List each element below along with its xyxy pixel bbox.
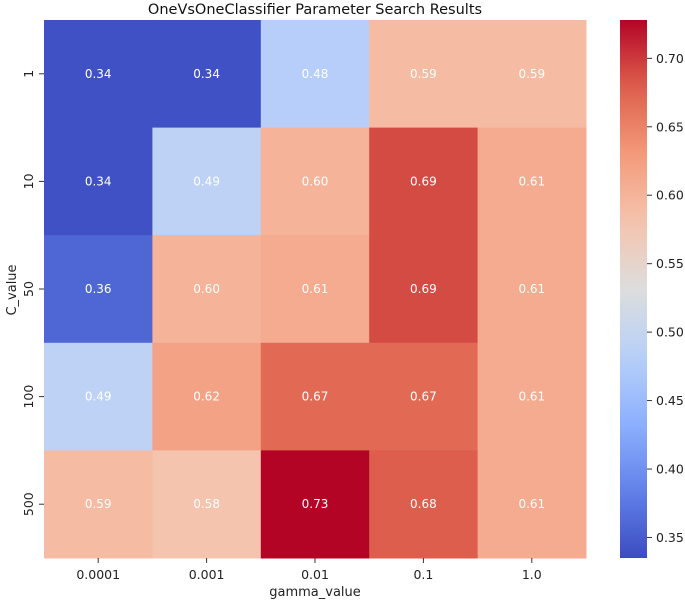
- x-tick-label-1: 0.001: [189, 567, 225, 582]
- heatmap-value-label-r1-c0: 0.34: [85, 174, 112, 188]
- heatmap-cell-labels: 0.34 0.34 0.48 0.59 0.59 0.34 0.49 0.60 0.69 0.61…: [85, 67, 545, 511]
- y-tick-label-4: 500: [21, 492, 36, 516]
- heatmap-value-label-r3-c0: 0.49: [85, 390, 112, 404]
- heatmap-value-label-r1-c2: 0.60: [302, 174, 329, 188]
- colorbar: [620, 20, 647, 558]
- x-axis-ticks: 0.0001 0.001 0.01 0.1 1.0: [76, 558, 542, 582]
- heatmap-cell-r0-c2: [260, 20, 370, 129]
- heatmap-cell-r3-c0: [44, 342, 153, 451]
- heatmap-value-label-r3-c1: 0.62: [193, 390, 220, 404]
- colorbar-tick-label-7: 0.70: [656, 51, 684, 66]
- heatmap-cell-r1-c4: [477, 127, 587, 236]
- heatmap-value-label-r4-c1: 0.58: [193, 497, 220, 511]
- heatmap-value-label-r0-c4: 0.59: [518, 67, 545, 81]
- x-tick-label-2: 0.01: [301, 567, 329, 582]
- heatmap-cell-r3-c3: [369, 342, 479, 451]
- x-tick-label-4: 1.0: [522, 567, 542, 582]
- y-axis-label: C_value: [5, 264, 20, 315]
- heatmap-value-label-r3-c4: 0.61: [518, 390, 545, 404]
- heatmap-cell-r0-c0: [44, 20, 153, 129]
- heatmap-cell-r2-c0: [44, 235, 153, 344]
- heatmap-cell-r0-c3: [369, 20, 479, 129]
- heatmap-cell-r0-c4: [477, 20, 587, 129]
- heatmap-value-label-r0-c0: 0.34: [85, 67, 112, 81]
- colorbar-tick-label-2: 0.45: [656, 393, 684, 408]
- x-axis-label: gamma_value: [269, 585, 361, 600]
- heatmap-value-label-r2-c0: 0.36: [85, 282, 112, 296]
- heatmap-value-label-r0-c2: 0.48: [302, 67, 329, 81]
- colorbar-tick-label-0: 0.35: [656, 530, 684, 545]
- heatmap-cell-r4-c3: [369, 450, 479, 559]
- y-tick-label-0: 1: [21, 70, 36, 78]
- heatmap-value-label-r1-c4: 0.61: [518, 174, 545, 188]
- heatmap-value-label-r0-c3: 0.59: [410, 67, 437, 81]
- colorbar-tick-label-6: 0.65: [656, 119, 684, 134]
- heatmap-cell-r4-c4: [477, 450, 587, 559]
- heatmap-cells: [44, 20, 587, 559]
- heatmap-value-label-r3-c3: 0.67: [410, 390, 437, 404]
- heatmap-cell-r4-c1: [152, 450, 262, 559]
- heatmap-value-label-r1-c3: 0.69: [410, 174, 437, 188]
- heatmap-cell-r2-c3: [369, 235, 479, 344]
- y-axis-ticks: 1 10 50 100 500: [21, 70, 44, 516]
- colorbar-tick-label-1: 0.40: [656, 462, 684, 477]
- colorbar-ticks: 0.35 0.40 0.45 0.50 0.55 0.60 0.65 0.70: [647, 51, 684, 545]
- heatmap-cell-r2-c4: [477, 235, 587, 344]
- heatmap-value-label-r4-c0: 0.59: [85, 497, 112, 511]
- colorbar-tick-label-4: 0.55: [656, 256, 684, 271]
- heatmap-cell-r2-c1: [152, 235, 262, 344]
- y-tick-label-3: 100: [21, 385, 36, 409]
- heatmap-value-label-r1-c1: 0.49: [193, 174, 220, 188]
- heatmap-value-label-r0-c1: 0.34: [193, 67, 220, 81]
- x-tick-label-0: 0.0001: [76, 567, 120, 582]
- colorbar-gradient: [620, 20, 647, 558]
- heatmap-cell-r4-c0: [44, 450, 153, 559]
- heatmap-cell-r1-c2: [260, 127, 370, 236]
- heatmap-value-label-r3-c2: 0.67: [302, 390, 329, 404]
- chart-title: OneVsOneClassifier Parameter Search Resu…: [148, 2, 482, 18]
- heatmap-cell-r1-c0: [44, 127, 153, 236]
- heatmap-cell-r3-c4: [477, 342, 587, 451]
- heatmap-value-label-r2-c2: 0.61: [302, 282, 329, 296]
- heatmap-cell-r1-c3: [369, 127, 479, 236]
- x-tick-label-3: 0.1: [413, 567, 433, 582]
- heatmap-value-label-r2-c4: 0.61: [518, 282, 545, 296]
- colorbar-tick-label-3: 0.50: [656, 325, 684, 340]
- heatmap-value-label-r4-c2: 0.73: [302, 497, 329, 511]
- heatmap-value-label-r4-c3: 0.68: [410, 497, 437, 511]
- heatmap-value-label-r2-c3: 0.69: [410, 282, 437, 296]
- heatmap-cell-r2-c2: [260, 235, 370, 344]
- heatmap-value-label-r4-c4: 0.61: [518, 497, 545, 511]
- heatmap-cell-r4-c2: [260, 450, 370, 559]
- heatmap-cell-r3-c2: [260, 342, 370, 451]
- heatmap-cell-r3-c1: [152, 342, 262, 451]
- y-tick-label-2: 50: [21, 281, 36, 297]
- y-tick-label-1: 10: [21, 173, 36, 189]
- heatmap-value-label-r2-c1: 0.60: [193, 282, 220, 296]
- heatmap-cell-r1-c1: [152, 127, 262, 236]
- colorbar-tick-label-5: 0.60: [656, 188, 684, 203]
- heatmap-cell-r0-c1: [152, 20, 262, 129]
